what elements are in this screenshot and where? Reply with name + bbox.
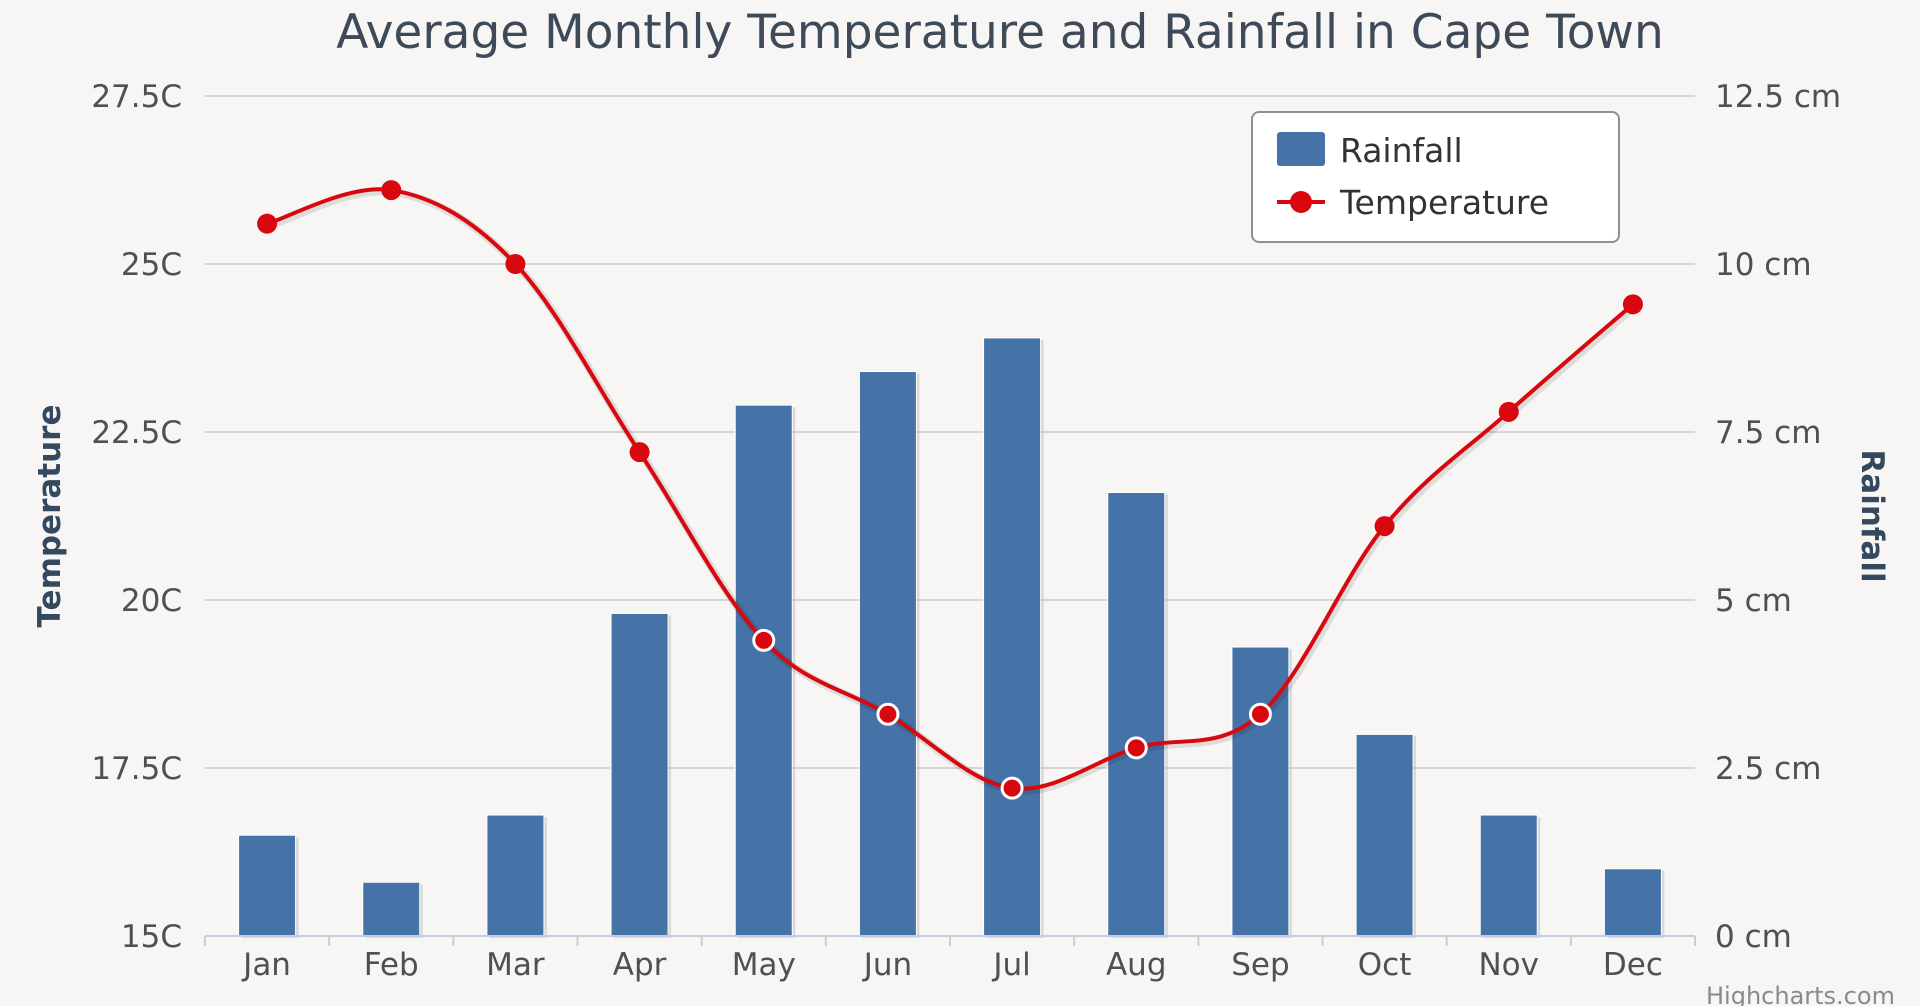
y-right-tick-label: 12.5 cm: [1715, 79, 1841, 115]
temperature-point[interactable]: [1000, 776, 1024, 800]
legend-box: [1251, 111, 1620, 243]
rainfall-bar[interactable]: [486, 814, 545, 937]
y-left-tick-label: 20C: [121, 583, 182, 619]
temperature-point[interactable]: [381, 180, 402, 201]
y-right-tick-label: 7.5 cm: [1715, 415, 1821, 451]
y-right-tick-label: 0 cm: [1715, 919, 1792, 955]
y-left-tick-label: 17.5C: [91, 751, 182, 787]
temperature-points: [257, 180, 1643, 800]
chart-title: Average Monthly Temperature and Rainfall…: [336, 5, 1664, 60]
rainfall-bar[interactable]: [1107, 491, 1166, 937]
temperature-point[interactable]: [1622, 294, 1643, 315]
credit-text[interactable]: Highcharts.com: [1706, 982, 1895, 1006]
legend-item-rainfall[interactable]: Rainfall: [1277, 131, 1463, 170]
y-right-tick-label: 5 cm: [1715, 583, 1792, 619]
legend-temperature-label: Temperature: [1339, 183, 1549, 222]
x-tick-label: Oct: [1358, 947, 1412, 983]
temperature-point[interactable]: [1374, 516, 1395, 537]
rainfall-bar[interactable]: [1603, 868, 1662, 937]
temperature-point[interactable]: [1124, 736, 1148, 760]
rainfall-bar[interactable]: [858, 371, 917, 937]
rainfall-bar[interactable]: [734, 404, 793, 937]
rainfall-bar[interactable]: [983, 337, 1042, 937]
x-tick-label: Aug: [1106, 947, 1167, 983]
x-tick-label: Feb: [364, 947, 419, 983]
x-tick-label: Sep: [1231, 947, 1289, 983]
x-tick-label: Jun: [862, 947, 912, 983]
temperature-point[interactable]: [876, 702, 900, 726]
temperature-line-layer: [266, 187, 1638, 795]
legend-temperature-marker: [1290, 191, 1312, 213]
legend-item-temperature[interactable]: Temperature: [1277, 183, 1549, 222]
rainfall-bar[interactable]: [238, 834, 297, 937]
y-right-ticks: 0 cm 2.5 cm 5 cm 7.5 cm 10 cm 12.5 cm: [1715, 79, 1841, 955]
x-axis-ticks: [204, 936, 1696, 946]
x-tick-label: May: [732, 947, 796, 983]
rainfall-bar[interactable]: [1355, 733, 1414, 937]
x-tick-label: Jan: [241, 947, 291, 983]
y-left-ticks: 15C 17.5C 20C 22.5C 25C 27.5C: [91, 79, 182, 955]
x-tick-label: Nov: [1478, 947, 1539, 983]
rainfall-bar[interactable]: [1479, 814, 1538, 937]
legend-rainfall-swatch: [1277, 132, 1325, 166]
y-left-tick-label: 15C: [121, 919, 182, 955]
temperature-point[interactable]: [257, 213, 278, 234]
x-tick-label: Dec: [1603, 947, 1663, 983]
temperature-point[interactable]: [629, 442, 650, 463]
rainfall-bar[interactable]: [362, 881, 421, 937]
temperature-point[interactable]: [505, 254, 526, 274]
temperature-point[interactable]: [1248, 702, 1272, 726]
y-right-axis-title: Rainfall: [1854, 449, 1890, 582]
y-right-tick-label: 2.5 cm: [1715, 751, 1821, 787]
rainfall-bar[interactable]: [610, 612, 669, 937]
temperature-point[interactable]: [1498, 401, 1519, 422]
x-axis-labels: Jan Feb Mar Apr May Jun Jul Aug Sep Oct Nov Dec: [241, 947, 1663, 983]
temperature-point[interactable]: [752, 628, 776, 652]
y-left-tick-label: 22.5C: [91, 415, 182, 451]
x-tick-label: Mar: [486, 947, 545, 983]
rainfall-bars: [238, 337, 1665, 938]
x-tick-label: Apr: [613, 947, 667, 983]
x-tick-label: Jul: [991, 947, 1030, 983]
legend-rainfall-label: Rainfall: [1340, 131, 1463, 170]
y-right-tick-label: 10 cm: [1715, 247, 1812, 283]
y-left-tick-label: 27.5C: [91, 79, 182, 115]
temperature-line-shadow: [267, 187, 1638, 795]
y-left-axis-title: Temperature: [32, 405, 68, 628]
y-left-tick-label: 25C: [121, 247, 182, 283]
legend: Rainfall Temperature: [1251, 111, 1620, 243]
